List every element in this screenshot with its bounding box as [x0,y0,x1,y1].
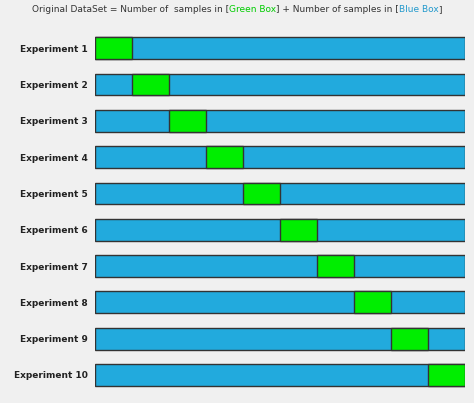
Bar [317,255,354,277]
Bar [95,255,465,277]
Bar [428,364,465,386]
Text: ] + Number of samples in [: ] + Number of samples in [ [276,5,399,14]
Bar [95,183,465,204]
Bar [95,328,465,349]
Bar [95,37,465,59]
Bar [169,110,206,132]
Bar [95,219,465,241]
Bar [354,291,391,313]
Bar [243,183,280,204]
Bar [280,219,317,241]
Bar [206,146,243,168]
Text: Blue Box: Blue Box [399,5,438,14]
Bar [95,37,132,59]
Text: ]: ] [438,5,442,14]
Bar [95,110,465,132]
Bar [132,74,169,96]
Bar [95,146,465,168]
Bar [391,328,428,349]
Bar [95,74,465,96]
Bar [95,291,465,313]
Text: Original DataSet = Number of  samples in [: Original DataSet = Number of samples in … [32,5,229,14]
Bar [95,364,465,386]
Text: Green Box: Green Box [229,5,276,14]
